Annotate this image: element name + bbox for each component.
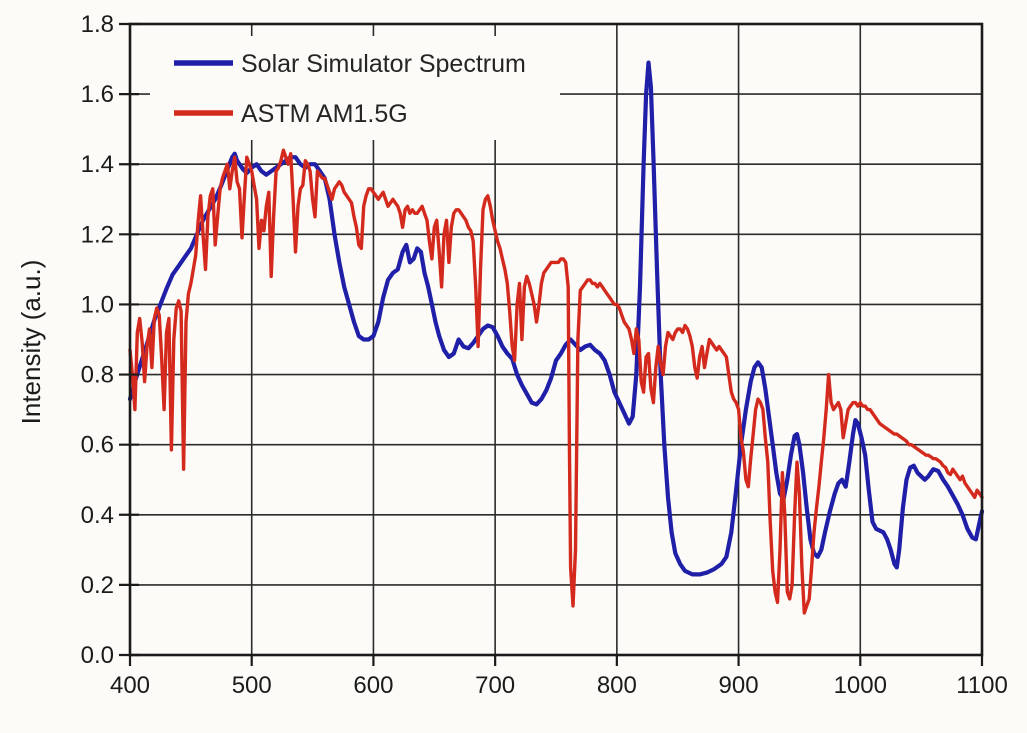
- legend: Solar Simulator Spectrum ASTM AM1.5G: [150, 36, 560, 140]
- y-tick-label-0.6: 0.6: [81, 432, 114, 459]
- y-tick-label-0.4: 0.4: [81, 502, 114, 529]
- x-tick-label-1100: 1100: [956, 672, 1008, 699]
- y-tick-label-1.2: 1.2: [81, 221, 114, 248]
- x-tick-label-500: 500: [232, 672, 272, 699]
- axis-ticks: [119, 22, 984, 666]
- y-tick-label-1.6: 1.6: [81, 81, 114, 108]
- plot-border: [128, 22, 984, 657]
- curve-solar-simulator-spectrum: [127, 60, 985, 577]
- y-tick-label-0.8: 0.8: [81, 362, 114, 389]
- x-tick-label-400: 400: [110, 672, 150, 699]
- y-tick-label-0.0: 0.0: [81, 642, 114, 669]
- y-tick-label-1.0: 1.0: [81, 291, 114, 318]
- x-tick-label-600: 600: [353, 672, 393, 699]
- x-tick-label-900: 900: [719, 672, 759, 699]
- y-tick-label-1.8: 1.8: [81, 11, 114, 38]
- x-tick-label-800: 800: [597, 672, 637, 699]
- y-tick-label-1.4: 1.4: [81, 151, 114, 178]
- legend-label-solar-simulator-spectrum: Solar Simulator Spectrum: [241, 50, 526, 78]
- x-tick-labels: 400 500 600 700 800 900 1000 1100: [110, 672, 1008, 699]
- y-axis-title: Intensity (a.u.): [16, 260, 46, 425]
- x-tick-label-700: 700: [475, 672, 515, 699]
- y-tick-label-0.2: 0.2: [81, 572, 114, 599]
- y-tick-labels: 0.0 0.2 0.4 0.6 0.8 1.0 1.2 1.4 1.6 1.8: [81, 11, 114, 669]
- legend-label-astm-am15g: ASTM AM1.5G: [241, 100, 408, 128]
- spectrum-curves: [127, 60, 985, 615]
- x-tick-label-1000: 1000: [834, 672, 887, 699]
- legend-background: [150, 36, 560, 140]
- curve-astm-am1-5g: [128, 148, 984, 615]
